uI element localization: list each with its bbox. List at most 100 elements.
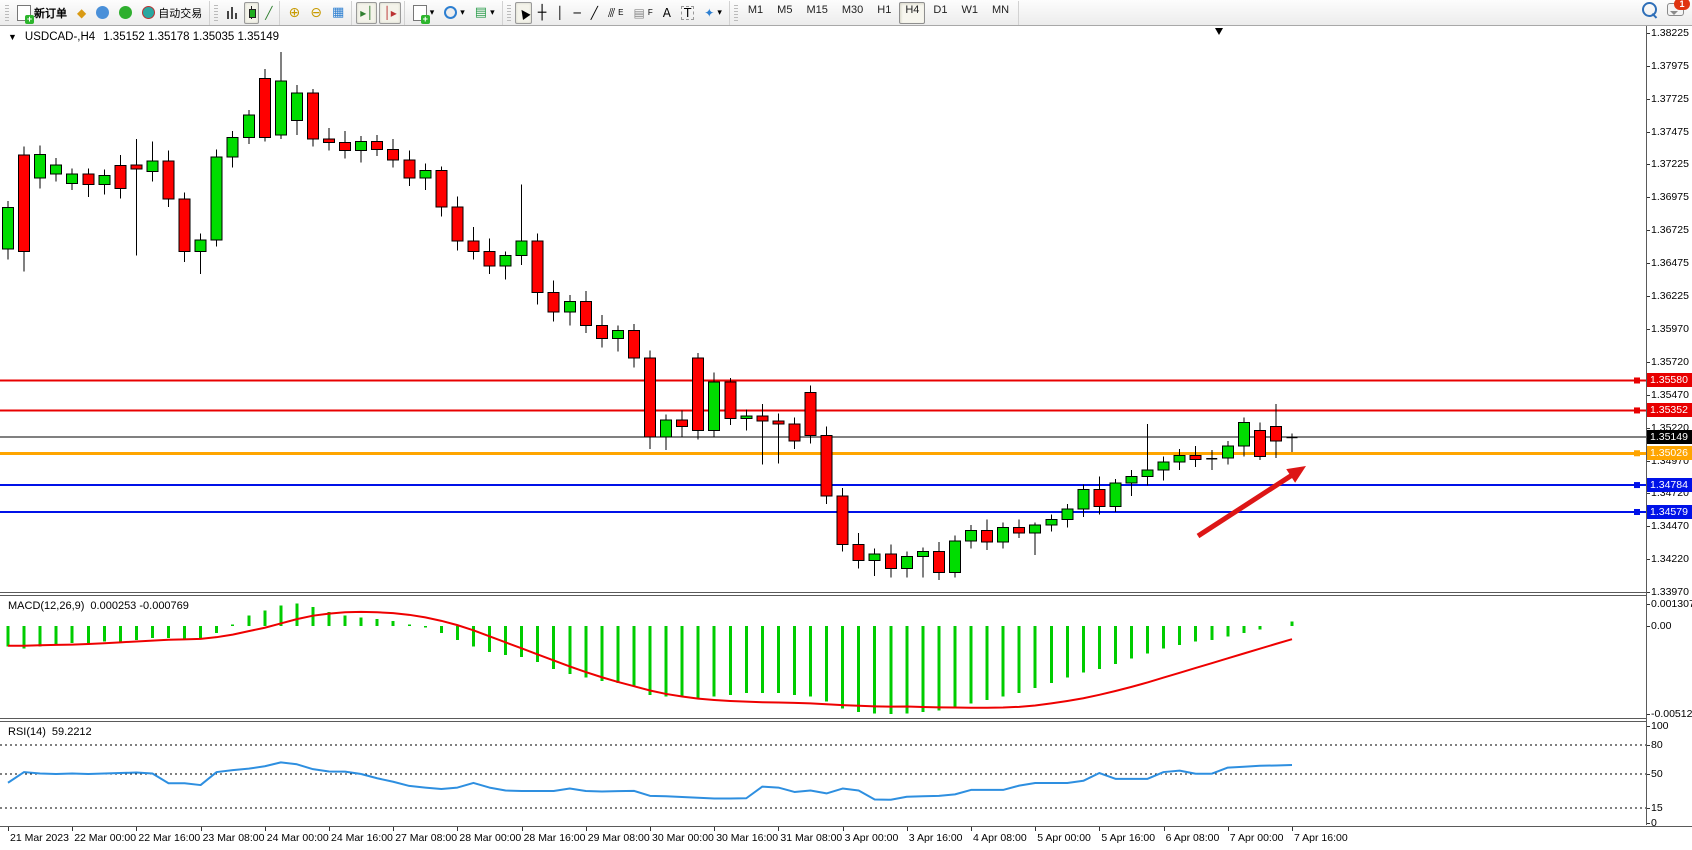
auto-scroll-button[interactable]: ▸│ xyxy=(356,1,378,24)
timeframe-button-h4[interactable]: H4 xyxy=(899,1,926,24)
zoom-in-button[interactable]: ⊕ xyxy=(284,2,304,24)
price-axis-label: 1.38225 xyxy=(1651,27,1689,39)
panel-separator[interactable] xyxy=(0,592,1692,593)
text-label-button[interactable]: T xyxy=(677,2,698,24)
vertical-line-icon: │ xyxy=(556,5,564,20)
chevron-down-icon: ▾ xyxy=(490,7,495,18)
timeframe-button-m15[interactable]: M15 xyxy=(806,3,828,16)
search-icon[interactable] xyxy=(1642,2,1657,17)
axis-tick xyxy=(1647,131,1650,133)
zoom-out-button[interactable]: ⊖ xyxy=(306,2,326,24)
autotrading-icon xyxy=(142,6,156,19)
timeframe-button-d1[interactable]: D1 xyxy=(933,3,948,16)
timeframe-button-m30[interactable]: M30 xyxy=(841,3,864,16)
chart-window: ▼ USDCAD-,H4 1.35152 1.35178 1.35035 1.3… xyxy=(0,26,1692,850)
periods-button[interactable]: ▾ xyxy=(440,2,469,24)
price-axis[interactable]: 1.38225 1.37975 1.37725 1.37475 1.37225 1.369… xyxy=(1647,26,1692,829)
tile-windows-button[interactable]: ▦ xyxy=(328,2,348,24)
toolbar-drag-handle[interactable] xyxy=(5,4,9,21)
text-button[interactable]: A xyxy=(659,2,675,24)
time-axis-label: 3 Apr 00:00 xyxy=(844,832,899,844)
axis-tick xyxy=(1647,394,1650,396)
timeframe-button-m1[interactable]: M1 xyxy=(747,3,764,16)
horizontal-line-button[interactable]: ─ xyxy=(570,2,585,24)
candlestick-chart-button[interactable] xyxy=(244,1,260,24)
timeframe-button-h1[interactable]: H1 xyxy=(877,3,892,16)
text-label-icon: T xyxy=(680,5,695,20)
time-tick xyxy=(1099,827,1101,831)
macd-panel[interactable]: MACD(12,26,9) 0.000253 -0.000769 xyxy=(0,596,1646,718)
axis-tick xyxy=(1647,592,1650,593)
market-button[interactable] xyxy=(92,2,113,24)
main-price-chart[interactable]: ▼ USDCAD-,H4 1.35152 1.35178 1.35035 1.3… xyxy=(0,26,1646,592)
arrows-button[interactable]: ✦ ▾ xyxy=(700,2,726,24)
time-axis-label: 5 Apr 16:00 xyxy=(1101,832,1156,844)
axis-tick xyxy=(1647,725,1650,727)
price-axis-label: 1.34470 xyxy=(1651,520,1689,533)
time-axis-label: 21 Mar 2023 xyxy=(10,832,69,844)
timeframe-button-w1[interactable]: W1 xyxy=(961,3,978,16)
chevron-down-icon: ▾ xyxy=(460,7,465,18)
chart-shift-button[interactable]: │▸ xyxy=(379,1,401,24)
axis-tick xyxy=(1647,98,1650,100)
autotrading-button[interactable]: 自动交易 xyxy=(138,2,206,24)
templates-button[interactable]: ▤ ▾ xyxy=(471,2,499,24)
clock-icon xyxy=(444,6,458,19)
time-axis-label: 28 Mar 00:00 xyxy=(459,832,522,844)
chart-title: ▼ USDCAD-,H4 1.35152 1.35178 1.35035 1.3… xyxy=(8,31,279,43)
price-axis-label: 1.36725 xyxy=(1651,224,1689,237)
level-price-tag: 1.35352 xyxy=(1647,403,1692,418)
indicators-button[interactable]: + ▾ xyxy=(409,2,439,24)
toolbar-drag-handle[interactable] xyxy=(506,4,511,21)
cursor-button[interactable]: ▲ xyxy=(514,1,532,24)
text-icon: A xyxy=(662,5,671,20)
metaeditor-icon: ◆ xyxy=(77,5,87,20)
toolbar-drag-handle[interactable] xyxy=(733,4,738,21)
equidistant-channel-button[interactable]: ⫻ E xyxy=(604,2,628,24)
time-tick xyxy=(200,827,202,831)
tile-windows-icon: ▦ xyxy=(331,4,345,20)
time-axis-label: 23 Mar 08:00 xyxy=(202,832,265,844)
rsi-axis-label: 0 xyxy=(1651,816,1657,829)
chart-shift-icon: │▸ xyxy=(383,5,397,20)
timeframe-button-m5[interactable]: M5 xyxy=(777,3,793,16)
panel-separator[interactable] xyxy=(0,718,1692,719)
timeframe-button-mn[interactable]: MN xyxy=(991,3,1010,16)
symbol-dropdown-icon[interactable]: ▼ xyxy=(8,32,17,42)
axis-tick xyxy=(1647,744,1650,746)
trendline-button[interactable]: ╱ xyxy=(587,2,602,24)
axis-tick xyxy=(1647,362,1650,364)
time-axis-label: 22 Mar 00:00 xyxy=(74,832,137,844)
chat-icon[interactable]: 1 xyxy=(1667,0,1690,16)
fibonacci-button[interactable]: ▤ F xyxy=(630,2,657,24)
line-studies-group: ▲ ┼ │ ─ ╱ ⫻ E ▤ F A T xyxy=(504,0,730,25)
time-tick xyxy=(329,827,330,831)
rsi-axis-label: 50 xyxy=(1651,768,1663,780)
cloud-icon xyxy=(96,6,110,19)
level-price-tag: 1.35580 xyxy=(1647,373,1692,388)
macd-axis-label: 0.00 xyxy=(1651,620,1672,632)
time-axis-label: 5 Apr 00:00 xyxy=(1037,832,1091,844)
price-axis-label: 1.37225 xyxy=(1651,158,1689,171)
price-axis-label: 1.33970 xyxy=(1651,586,1689,598)
channel-icon: ⫻ xyxy=(608,5,616,20)
new-order-button[interactable]: + 新订单 xyxy=(13,2,71,24)
line-chart-button[interactable]: ╱ xyxy=(261,2,276,24)
bar-chart-button[interactable] xyxy=(222,2,242,24)
signals-button[interactable] xyxy=(115,2,136,24)
crosshair-icon: ┼ xyxy=(537,4,547,21)
vertical-line-button[interactable]: │ xyxy=(552,2,567,24)
time-axis-label: 27 Mar 08:00 xyxy=(395,832,458,844)
time-axis[interactable]: 21 Mar 2023 22 Mar 00:00 22 Mar 16:00 23 Ma… xyxy=(0,826,1692,850)
toolbar-drag-handle[interactable] xyxy=(214,4,219,21)
level-price-tag: 1.34784 xyxy=(1647,478,1692,493)
metaeditor-button[interactable]: ◆ xyxy=(73,2,90,24)
rsi-panel[interactable]: RSI(14) 59.2212 xyxy=(0,722,1646,825)
axis-tick xyxy=(1647,197,1650,199)
axis-tick xyxy=(1647,822,1650,824)
chevron-down-icon: ▾ xyxy=(717,7,722,18)
axis-tick xyxy=(1647,262,1650,264)
crosshair-button[interactable]: ┼ xyxy=(534,2,550,24)
time-tick xyxy=(521,827,523,831)
axis-tick xyxy=(1647,559,1650,561)
